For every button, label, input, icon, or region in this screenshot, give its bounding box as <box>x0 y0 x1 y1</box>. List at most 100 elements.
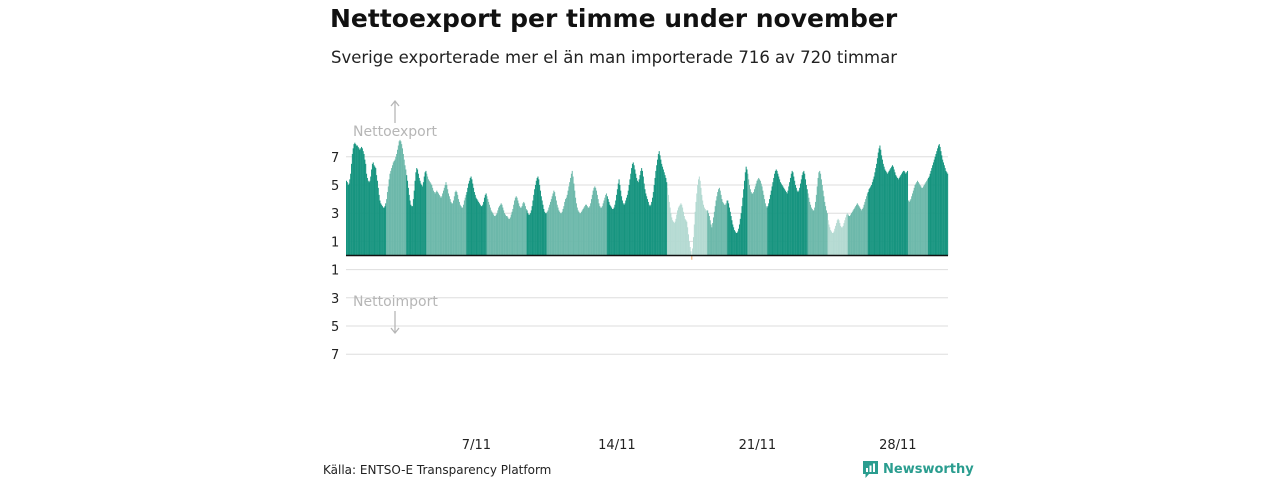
bar <box>620 190 622 256</box>
bar <box>657 153 659 256</box>
bar <box>860 208 862 256</box>
bar <box>823 196 825 256</box>
x-tick-label: 14/11 <box>598 438 635 453</box>
bar <box>792 172 794 256</box>
bar <box>454 192 456 256</box>
bar <box>360 148 362 256</box>
bar <box>468 180 470 256</box>
bar <box>871 185 873 256</box>
bar <box>574 190 576 256</box>
bar <box>533 194 535 256</box>
bar <box>941 155 943 256</box>
bar <box>555 196 557 256</box>
bar <box>908 201 910 256</box>
bar <box>473 192 475 256</box>
bar <box>687 227 689 256</box>
bar <box>882 163 884 256</box>
bar <box>596 190 597 256</box>
bar <box>604 197 606 256</box>
bar <box>922 187 924 256</box>
bar <box>484 194 486 256</box>
bar <box>641 168 643 256</box>
bar <box>663 172 665 256</box>
bar <box>746 169 748 256</box>
bar <box>710 224 712 256</box>
bar <box>738 224 740 256</box>
bar <box>583 207 585 256</box>
bar <box>548 207 550 256</box>
bar <box>932 162 934 256</box>
bar <box>364 159 366 256</box>
bar <box>491 211 493 256</box>
bar <box>466 192 468 256</box>
bar <box>709 220 711 256</box>
bar <box>611 207 613 256</box>
bar <box>448 193 449 256</box>
bar <box>907 170 909 256</box>
bar <box>732 224 734 256</box>
bar <box>888 170 890 256</box>
bar <box>570 177 572 256</box>
bar <box>624 203 626 256</box>
bar <box>813 210 815 256</box>
bar <box>444 185 446 256</box>
bar <box>551 196 553 256</box>
bar <box>912 190 914 256</box>
bar <box>916 182 918 256</box>
bar <box>845 214 847 256</box>
bar <box>743 189 745 256</box>
bar <box>890 168 892 256</box>
x-tick-label: 21/11 <box>739 438 776 453</box>
bar <box>926 180 928 256</box>
bar <box>856 204 858 256</box>
bar <box>405 169 407 256</box>
bar <box>612 208 614 256</box>
bar <box>483 201 485 256</box>
bar <box>681 204 683 256</box>
bar <box>402 148 404 256</box>
bar <box>785 192 787 256</box>
bar <box>662 166 664 256</box>
bar <box>534 189 536 256</box>
source-note: Källa: ENTSO-E Transparency Platform <box>323 463 552 477</box>
bar <box>463 200 465 256</box>
bar <box>750 192 752 256</box>
bar <box>730 216 732 256</box>
y-tick-label: 7 <box>331 151 339 166</box>
bar <box>636 177 638 256</box>
bar <box>415 172 417 256</box>
bar <box>547 210 549 256</box>
bar <box>496 213 498 256</box>
bar <box>597 199 599 256</box>
bar <box>480 206 482 256</box>
bar <box>492 213 494 256</box>
bar <box>395 156 397 256</box>
bar <box>747 173 749 256</box>
bar <box>361 148 363 256</box>
bar <box>540 196 542 256</box>
bar <box>846 213 848 256</box>
bar <box>683 216 685 256</box>
bar <box>490 210 492 256</box>
bar <box>524 206 526 256</box>
bar <box>591 194 593 256</box>
bar <box>397 149 398 256</box>
bar <box>779 179 781 256</box>
bar <box>531 206 533 256</box>
bar <box>569 182 571 256</box>
bar <box>509 217 511 256</box>
bar <box>794 185 796 256</box>
bar <box>820 179 822 256</box>
bar <box>761 186 763 256</box>
bar <box>355 144 357 256</box>
bar <box>462 207 464 256</box>
bar <box>539 190 541 256</box>
bar <box>919 185 921 256</box>
annotation-import-label: Nettoimport <box>353 294 438 310</box>
bar <box>477 200 479 256</box>
bar <box>722 201 724 256</box>
bar <box>398 141 400 256</box>
bar <box>536 177 538 256</box>
bar <box>378 194 380 256</box>
y-tick-label: 5 <box>331 179 339 194</box>
